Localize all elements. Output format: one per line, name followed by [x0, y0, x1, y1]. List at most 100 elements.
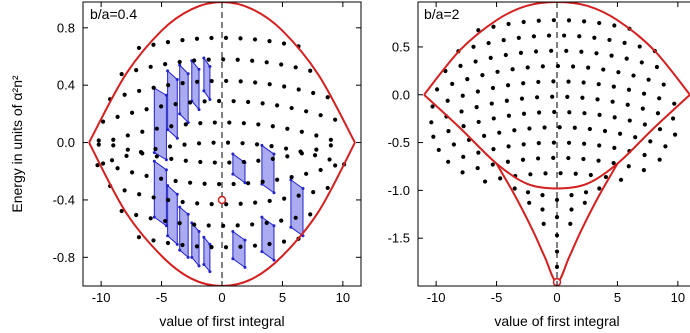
level-point — [582, 141, 587, 146]
level-point — [521, 81, 526, 86]
level-point — [622, 40, 627, 45]
level-point — [612, 115, 617, 120]
region-vertex — [202, 262, 206, 266]
region-vertex — [301, 186, 305, 190]
level-point — [521, 142, 526, 147]
region-vertex — [272, 191, 276, 195]
level-point — [521, 111, 527, 116]
level-point — [154, 126, 159, 131]
level-point — [183, 158, 188, 163]
level-point — [554, 249, 560, 254]
level-point — [217, 182, 222, 187]
level-point — [100, 119, 106, 124]
level-point — [611, 160, 616, 166]
level-point — [299, 151, 304, 156]
level-point — [503, 52, 508, 58]
level-point — [512, 128, 517, 133]
level-point — [617, 131, 623, 136]
level-point — [163, 61, 168, 67]
level-point — [516, 35, 521, 40]
panel-label: b/a=0.4 — [90, 6, 137, 22]
level-point — [633, 135, 638, 140]
x-tick-label: -10 — [427, 290, 446, 305]
level-point — [458, 63, 463, 68]
region-vertex — [231, 152, 235, 156]
level-point — [151, 238, 156, 243]
level-point — [289, 105, 294, 111]
shaded-region — [203, 56, 211, 102]
level-point — [256, 158, 261, 163]
level-point — [527, 126, 532, 131]
level-point — [550, 94, 555, 99]
envelope-middle — [423, 94, 690, 190]
level-point — [582, 111, 587, 116]
level-point — [209, 245, 214, 250]
panel-label: b/a=2 — [424, 6, 460, 22]
level-point — [489, 101, 494, 106]
level-point — [476, 150, 481, 155]
x-tick-label: 5 — [279, 290, 286, 305]
level-point — [525, 190, 531, 195]
level-point — [525, 65, 530, 70]
level-point — [129, 110, 135, 115]
level-point — [252, 37, 258, 42]
level-point — [567, 110, 572, 115]
level-point — [209, 201, 214, 207]
level-point — [198, 121, 203, 126]
level-point — [581, 80, 586, 85]
level-point — [311, 189, 316, 195]
level-point — [163, 218, 168, 224]
region-vertex — [231, 172, 235, 176]
level-point — [642, 152, 647, 158]
level-point — [583, 190, 589, 195]
level-point — [597, 143, 602, 148]
level-point — [180, 81, 185, 86]
region-vertex — [208, 65, 212, 69]
region-vertex — [164, 158, 168, 162]
level-point — [551, 140, 556, 145]
level-point — [318, 167, 323, 173]
level-point — [109, 158, 115, 163]
level-point — [192, 58, 197, 63]
level-point — [285, 126, 290, 131]
y-tick-label: -0.4 — [53, 192, 75, 207]
level-point — [223, 245, 229, 250]
level-point — [555, 63, 561, 69]
level-point — [491, 24, 496, 29]
level-point — [144, 107, 149, 112]
level-point — [194, 244, 200, 249]
level-point — [594, 51, 599, 56]
level-point — [267, 198, 272, 204]
envelope-top — [88, 2, 356, 144]
level-point — [195, 79, 200, 84]
level-point — [569, 193, 574, 198]
level-point — [166, 83, 171, 88]
level-point — [333, 117, 338, 122]
level-point — [238, 244, 243, 249]
level-point — [241, 159, 246, 165]
level-point — [264, 60, 269, 65]
level-point — [519, 96, 525, 101]
level-point — [241, 121, 246, 126]
region-vertex — [190, 255, 194, 259]
level-point — [639, 60, 644, 65]
level-point — [498, 176, 503, 181]
x-tick-label: -10 — [92, 290, 111, 305]
region-vertex — [202, 89, 206, 93]
level-point — [206, 57, 211, 62]
level-point — [137, 192, 142, 197]
level-point — [269, 144, 274, 149]
level-point — [115, 166, 120, 171]
x-tick-label: 0 — [218, 290, 225, 305]
level-point — [566, 140, 572, 145]
region-vertex — [197, 264, 201, 268]
level-point — [490, 85, 496, 91]
x-axis-label: value of first integral — [494, 313, 619, 329]
level-point — [209, 35, 214, 41]
level-point — [536, 18, 541, 23]
level-point — [125, 147, 130, 152]
level-point — [451, 142, 456, 147]
level-point — [180, 242, 185, 248]
level-point — [325, 95, 330, 100]
